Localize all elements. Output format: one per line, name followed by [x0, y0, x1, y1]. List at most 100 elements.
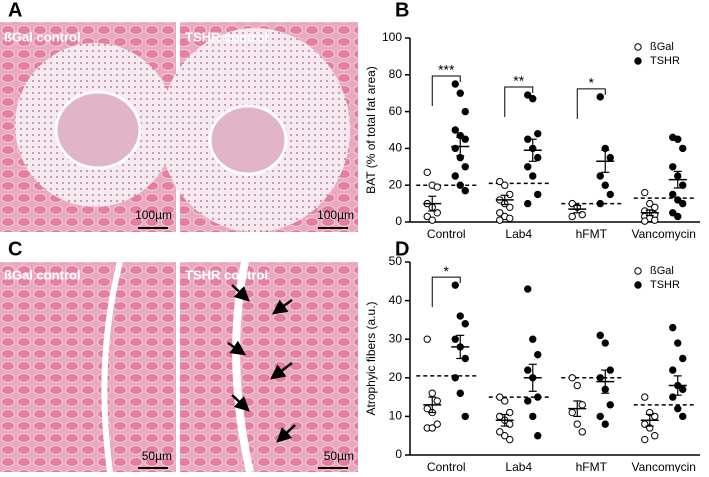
point [679, 181, 687, 189]
legend-label: TSHR [650, 55, 680, 67]
point [456, 389, 464, 397]
point [496, 216, 504, 224]
point [573, 381, 581, 390]
point [669, 323, 677, 332]
point [451, 172, 459, 180]
point [433, 183, 441, 191]
point [433, 397, 441, 405]
point [534, 190, 542, 199]
point [578, 428, 586, 436]
point [496, 209, 504, 217]
point [524, 163, 532, 171]
point [641, 393, 649, 401]
point [496, 177, 504, 186]
point [679, 354, 687, 363]
panel-label: A [8, 0, 22, 21]
point [524, 91, 532, 99]
point [451, 335, 459, 343]
x-tick-label: Lab4 [505, 460, 532, 472]
point [501, 432, 509, 440]
point [601, 339, 609, 347]
point [568, 408, 576, 417]
point [669, 190, 677, 199]
y-tick-label: 10 [389, 409, 403, 423]
panel-label: B [395, 0, 409, 21]
y-tick-label: 60 [389, 104, 403, 118]
point [674, 135, 682, 143]
point [651, 432, 659, 440]
point [451, 281, 459, 289]
image-c1 [0, 261, 176, 473]
point [679, 385, 687, 394]
point [428, 216, 436, 224]
x-tick-label: Vancomycin [632, 460, 696, 472]
point [674, 404, 682, 413]
point [596, 93, 604, 101]
scale-label: 50µm [142, 449, 172, 463]
point [461, 163, 469, 171]
point [669, 209, 677, 217]
point [529, 95, 537, 103]
point [596, 412, 604, 421]
point [674, 196, 682, 204]
point [674, 339, 682, 347]
point [501, 181, 509, 189]
point [534, 129, 542, 138]
y-tick-label: 20 [389, 177, 403, 191]
legend-marker [634, 57, 642, 65]
point [651, 216, 659, 224]
point [428, 389, 436, 397]
point [524, 199, 532, 208]
point [534, 350, 542, 359]
y-tick-label: 40 [389, 141, 403, 155]
point [461, 187, 469, 195]
panel-label: C [8, 238, 22, 260]
point [506, 203, 514, 211]
y-tick-label: 80 [389, 67, 403, 81]
y-tick-label: 50 [389, 254, 403, 268]
point [534, 153, 542, 162]
y-tick-label: 100 [382, 30, 402, 44]
legend-marker [634, 43, 642, 51]
point [596, 172, 604, 180]
point [646, 199, 654, 208]
scale-label: 100µm [135, 208, 172, 222]
point [529, 335, 537, 343]
point [461, 107, 469, 116]
point [568, 374, 576, 382]
point [573, 420, 581, 428]
point [461, 320, 469, 328]
point [529, 172, 537, 180]
point [461, 412, 469, 421]
significance-label: * [444, 263, 450, 279]
image-label: TSHR control [185, 29, 268, 44]
x-tick-label: Control [427, 227, 466, 241]
point [606, 153, 614, 162]
point [601, 420, 609, 428]
point [578, 401, 586, 409]
point [506, 190, 514, 199]
legend-marker [634, 267, 642, 275]
point [524, 366, 532, 374]
y-tick-label: 40 [389, 293, 403, 307]
point [679, 144, 687, 153]
scale-label: 100µm [317, 208, 354, 222]
scale-label: 50µm [324, 449, 354, 463]
point [601, 181, 609, 189]
point [596, 374, 604, 382]
point [506, 435, 514, 444]
point [669, 163, 677, 171]
point [501, 397, 509, 405]
x-tick-label: Vancomycin [632, 227, 696, 241]
x-tick-label: Control [427, 460, 466, 472]
x-tick-label: Lab4 [505, 227, 532, 241]
legend-marker [634, 281, 642, 289]
point [451, 126, 459, 134]
image-a1 [0, 22, 176, 232]
point [641, 217, 649, 225]
point [669, 366, 677, 374]
point [433, 420, 441, 428]
y-axis-label: Atrophyic fibers (a.u.) [364, 301, 378, 415]
significance-bracket [576, 88, 606, 119]
point [456, 312, 464, 320]
